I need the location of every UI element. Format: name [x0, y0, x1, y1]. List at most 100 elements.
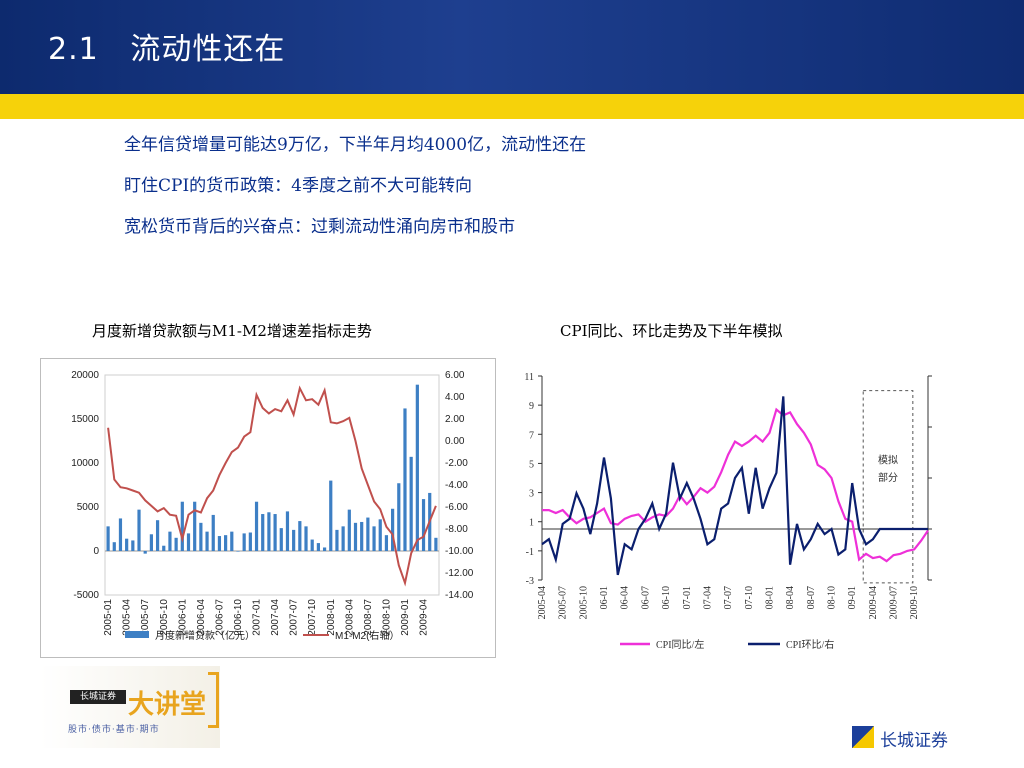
logo-tagline: 股市·债市·基市·期市 — [68, 725, 160, 735]
header-accent-band — [0, 94, 1024, 119]
right-chart-svg: 1197531-1-33210-12005-042005-072005-1006… — [524, 372, 932, 651]
x-tick-label: 07-04 — [702, 586, 713, 609]
loan-bar — [415, 384, 419, 551]
loan-bar — [125, 538, 129, 551]
left-y-tick: 5 — [529, 459, 534, 470]
loan-bar — [403, 408, 407, 551]
loan-bar — [372, 526, 376, 551]
loan-bar — [329, 480, 333, 551]
brand-mark-icon — [852, 726, 874, 748]
left-y-tick: 0 — [93, 546, 99, 557]
bullet-list: 全年信贷增量可能达9万亿，下半年月均4000亿，流动性还在 盯住CPI的货币政策… — [124, 135, 586, 258]
left-y-tick: 11 — [524, 372, 534, 383]
loan-bar — [118, 518, 123, 551]
left-y-tick: 10000 — [71, 458, 99, 469]
left-y-tick: -1 — [526, 547, 534, 558]
x-tick-label: 2007-01 — [252, 599, 263, 636]
simulation-box — [862, 390, 914, 584]
left-y-tick: 9 — [529, 401, 534, 412]
right-y-tick: 6.00 — [445, 370, 465, 381]
loan-bar — [285, 511, 290, 551]
x-tick-label: 2006-04 — [196, 599, 207, 636]
legend-yoy-label: CPI同比/左 — [656, 638, 704, 651]
right-chart-title: CPI同比、环比走势及下半年模拟 — [560, 322, 783, 340]
legend-line-label: M1-M2(右轴） — [335, 629, 399, 642]
loan-bar — [322, 547, 327, 551]
x-tick-label: 2005-10 — [159, 599, 170, 636]
simulation-label: 部分 — [878, 471, 898, 484]
loan-bar — [316, 543, 320, 551]
x-tick-label: 2008-07 — [363, 599, 374, 636]
loan-bar — [366, 517, 370, 551]
loan-bar — [360, 521, 364, 551]
loan-bar — [143, 551, 147, 554]
loan-bar — [267, 512, 271, 551]
loan-bar — [230, 531, 234, 551]
x-tick-label: 2005-01 — [103, 599, 114, 636]
legend-bar-swatch — [125, 631, 149, 638]
loan-bar — [261, 514, 265, 551]
left-y-tick: -3 — [526, 576, 534, 587]
loan-bar — [421, 499, 426, 551]
loan-bar — [174, 537, 178, 551]
x-tick-label: 08-04 — [785, 586, 796, 609]
cpi-mom-line — [541, 396, 928, 576]
x-tick-label: 08-10 — [827, 586, 838, 609]
legend-mom-label: CPI环比/右 — [786, 638, 834, 651]
right-y-tick: -4.00 — [445, 480, 468, 491]
bullet-item: 全年信贷增量可能达9万亿，下半年月均4000亿，流动性还在 — [124, 135, 587, 155]
x-tick-label: 08-01 — [764, 586, 775, 609]
loan-bar — [137, 509, 141, 551]
x-tick-label: 07-01 — [682, 586, 693, 609]
page-title: 2.1 流动性还在 — [48, 32, 286, 67]
x-tick-label: 2009-04 — [419, 599, 430, 636]
left-y-tick: -5000 — [73, 590, 99, 601]
loan-bar — [279, 528, 283, 551]
x-tick-label: 06-04 — [620, 586, 631, 609]
bullet-item: 宽松货币背后的兴奋点：过剩流动性涌向房市和股市 — [124, 217, 515, 237]
right-y-tick: -8.00 — [445, 524, 468, 535]
header-bar: 2.1 流动性还在 — [0, 0, 1024, 94]
x-tick-label: 2007-07 — [289, 599, 300, 636]
loan-bar — [205, 531, 209, 551]
loan-bar — [193, 501, 197, 551]
right-y-tick: -14.00 — [445, 590, 474, 601]
loan-bar — [384, 535, 389, 551]
left-y-tick: 5000 — [77, 502, 100, 513]
loan-bar — [292, 529, 296, 551]
left-y-tick: 7 — [529, 430, 534, 441]
loan-bar — [391, 508, 395, 551]
left-chart-svg: 20000 15000 10000 5000 0 -5000 6.00 4.00 2.00 0.0… — [71, 370, 474, 642]
x-tick-label: 09-01 — [847, 586, 858, 609]
left-chart: 20000 15000 10000 5000 0 -5000 6.00 4.00 2.00 0.0… — [40, 358, 496, 658]
loan-bar — [211, 514, 215, 551]
right-y-tick: -12.00 — [445, 568, 474, 579]
loan-bar — [397, 483, 401, 551]
loan-bar — [199, 522, 203, 551]
right-y-tick: -2.00 — [445, 458, 468, 469]
x-tick-label: 2005-04 — [537, 586, 548, 619]
logo-bracket — [208, 672, 219, 728]
simulation-label: 模拟 — [878, 453, 898, 466]
right-y-tick: -6.00 — [445, 502, 468, 513]
x-tick-label: 2009-01 — [400, 599, 411, 636]
right-y-tick: -10.00 — [445, 546, 474, 557]
loan-bar — [298, 521, 302, 551]
loan-bar — [378, 519, 382, 551]
loan-bar — [162, 545, 166, 551]
loan-bar — [224, 535, 228, 551]
right-y-tick: 4.00 — [445, 392, 465, 403]
loan-bar — [434, 537, 438, 551]
loan-bar — [341, 526, 345, 551]
left-y-tick: 1 — [529, 518, 534, 529]
loan-bar — [186, 533, 191, 551]
x-tick-label: 2005-10 — [578, 586, 589, 619]
x-tick-label: 06-01 — [599, 586, 610, 609]
loan-bar — [310, 539, 314, 551]
bullet-item: 盯住CPI的货币政策：4季度之前不大可能转向 — [124, 176, 472, 196]
right-y-tick: 2.00 — [445, 414, 465, 425]
loan-bar — [304, 526, 308, 551]
left-chart-title: 月度新增贷款额与M1-M2增速差指标走势 — [92, 322, 372, 340]
x-tick-label: 2005-04 — [122, 599, 133, 636]
brand-text: 长城证券 — [880, 731, 948, 751]
